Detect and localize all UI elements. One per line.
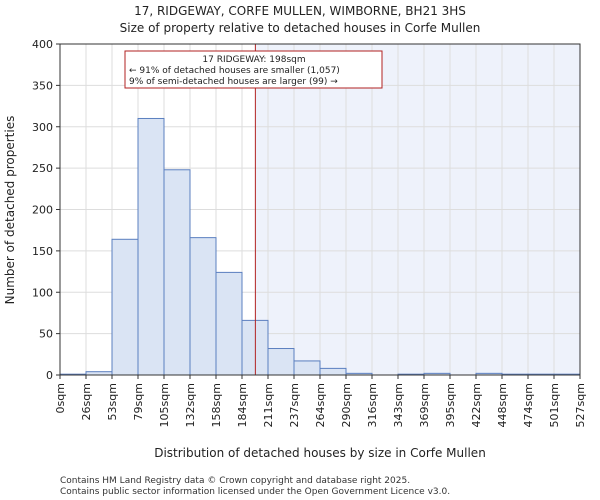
x-axis-label: Distribution of detached houses by size …: [154, 446, 486, 460]
x-tick-label: 369sqm: [418, 383, 431, 427]
y-tick-label: 100: [32, 286, 53, 299]
x-tick-label: 501sqm: [548, 383, 561, 427]
bar: [267, 348, 295, 376]
x-tick-label: 26sqm: [80, 383, 93, 420]
x-tick-label: 343sqm: [392, 383, 405, 427]
x-tick-label: 53sqm: [106, 383, 119, 420]
x-tick-label: 527sqm: [574, 383, 587, 427]
y-tick-label: 150: [32, 245, 53, 258]
footer-line-1: Contains HM Land Registry data © Crown c…: [60, 476, 410, 486]
footer-line-2: Contains public sector information licen…: [60, 487, 450, 497]
x-axis-ticks: 0sqm 26sqm 53sqm 79sqm 105sqm 132sqm 158sqm 184…: [54, 375, 587, 427]
annotation-box: [124, 50, 383, 89]
y-tick-label: 300: [32, 121, 53, 134]
y-tick-label: 250: [32, 162, 53, 175]
bar: [137, 117, 165, 376]
y-tick-label: 400: [32, 38, 53, 51]
y-tick-label: 50: [39, 328, 53, 341]
plot-frame: [59, 43, 581, 376]
y-tick-label: 0: [46, 369, 53, 382]
x-tick-label: 422sqm: [470, 383, 483, 427]
chart-subtitle: Size of property relative to detached ho…: [120, 21, 481, 35]
annotation-line-2: ← 91% of detached houses are smaller (1,…: [129, 66, 340, 76]
x-tick-label: 264sqm: [314, 383, 327, 427]
bar: [319, 367, 347, 376]
y-tick-label: 350: [32, 79, 53, 92]
y-tick-label: 200: [32, 204, 53, 217]
y-axis-ticks: 0 50 100 150 200 250 300 350 400: [32, 38, 60, 382]
x-tick-label: 105sqm: [158, 383, 171, 427]
x-tick-label: 290sqm: [340, 383, 353, 427]
x-tick-label: 132sqm: [184, 383, 197, 427]
x-tick-label: 316sqm: [366, 383, 379, 427]
bar: [215, 271, 243, 376]
bar: [189, 237, 217, 376]
x-tick-label: 237sqm: [288, 383, 301, 427]
x-tick-label: 158sqm: [210, 383, 223, 427]
annotation-line-1: 17 RIDGEWAY: 198sqm: [202, 55, 305, 65]
x-tick-label: 184sqm: [236, 383, 249, 427]
annotation-line-3: 9% of semi-detached houses are larger (9…: [129, 77, 338, 87]
x-tick-label: 0sqm: [54, 383, 67, 413]
x-tick-label: 448sqm: [496, 383, 509, 427]
chart-title: 17, RIDGEWAY, CORFE MULLEN, WIMBORNE, BH…: [134, 4, 466, 18]
bar: [163, 169, 191, 376]
x-tick-label: 211sqm: [262, 383, 275, 427]
x-tick-label: 474sqm: [522, 383, 535, 427]
y-axis-label: Number of detached properties: [3, 116, 17, 305]
bar: [293, 360, 321, 376]
x-tick-label: 79sqm: [132, 383, 145, 420]
x-tick-label: 395sqm: [444, 383, 457, 427]
bars: [59, 117, 581, 376]
bar: [111, 238, 139, 376]
